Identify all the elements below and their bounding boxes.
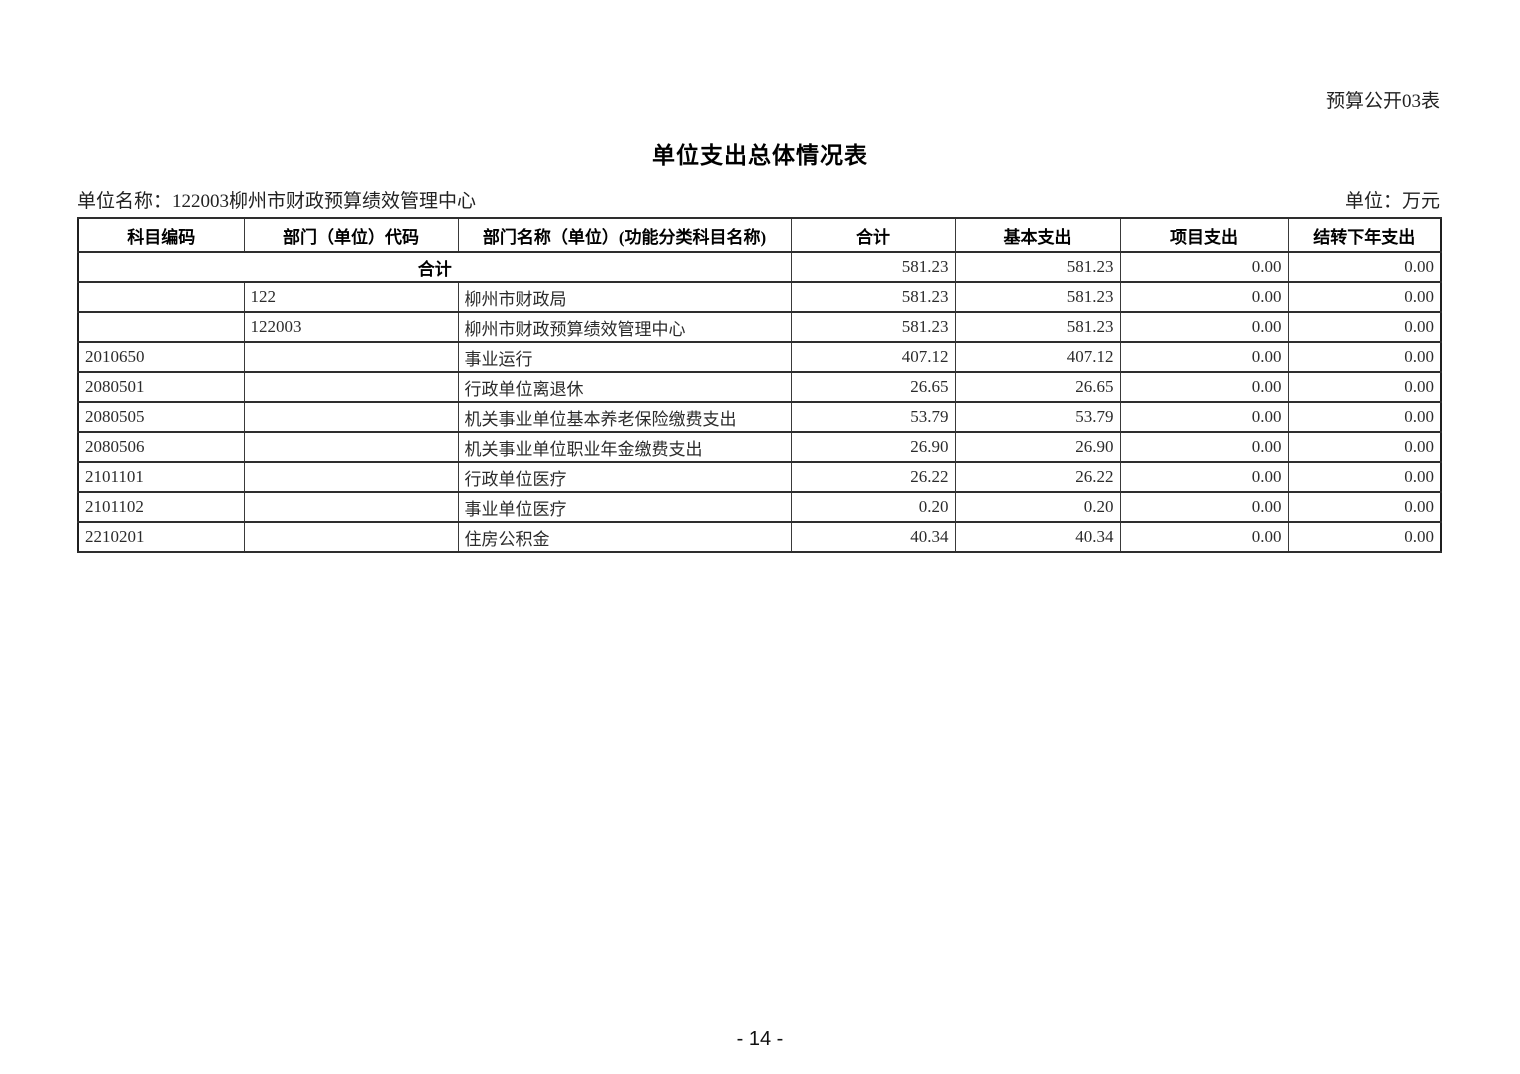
unit-name-label: 单位名称：122003柳州市财政预算绩效管理中心 bbox=[77, 191, 477, 212]
unit-of-measure-label: 单位：万元 bbox=[1344, 191, 1440, 212]
cell-carryover-expenditure: 0.00 bbox=[1287, 341, 1442, 373]
cell-basic-expenditure: 407.12 bbox=[954, 341, 1121, 373]
table-row: 122003 柳州市财政预算绩效管理中心 581.23 581.23 0.00 0.00 bbox=[77, 311, 1442, 343]
table-row-total: 合计 581.23 581.23 0.00 0.00 bbox=[77, 251, 1442, 283]
table-row: 122 柳州市财政局 581.23 581.23 0.00 0.00 bbox=[77, 281, 1442, 313]
meta-row: 单位名称：122003柳州市财政预算绩效管理中心 单位：万元 bbox=[77, 186, 1440, 213]
cell-subject-code: 2080501 bbox=[77, 371, 245, 403]
cell-dept-name: 事业单位医疗 bbox=[457, 491, 792, 523]
cell-subject-code: 2080505 bbox=[77, 401, 245, 433]
cell-carryover-expenditure: 0.00 bbox=[1287, 311, 1442, 343]
cell-carryover-expenditure: 0.00 bbox=[1287, 461, 1442, 493]
cell-total-label: 合计 bbox=[77, 251, 792, 283]
cell-project-expenditure: 0.00 bbox=[1119, 311, 1289, 343]
table-row: 2010650 事业运行 407.12 407.12 0.00 0.00 bbox=[77, 341, 1442, 373]
col-header-dept-code: 部门（单位）代码 bbox=[243, 217, 459, 253]
cell-basic-expenditure: 581.23 bbox=[954, 281, 1121, 313]
cell-dept-code bbox=[243, 491, 459, 523]
cell-basic-expenditure: 40.34 bbox=[954, 521, 1121, 553]
cell-subject-code: 2101102 bbox=[77, 491, 245, 523]
cell-carryover-expenditure: 0.00 bbox=[1287, 431, 1442, 463]
cell-project-expenditure: 0.00 bbox=[1119, 461, 1289, 493]
table-row: 2080501 行政单位离退休 26.65 26.65 0.00 0.00 bbox=[77, 371, 1442, 403]
cell-basic-expenditure: 26.90 bbox=[954, 431, 1121, 463]
cell-total: 26.90 bbox=[790, 431, 956, 463]
cell-project-expenditure: 0.00 bbox=[1119, 401, 1289, 433]
cell-dept-code bbox=[243, 371, 459, 403]
cell-carryover-expenditure: 0.00 bbox=[1287, 521, 1442, 553]
cell-carryover-expenditure: 0.00 bbox=[1287, 401, 1442, 433]
table-row: 2101101 行政单位医疗 26.22 26.22 0.00 0.00 bbox=[77, 461, 1442, 493]
cell-basic-expenditure: 26.65 bbox=[954, 371, 1121, 403]
cell-dept-name: 事业运行 bbox=[457, 341, 792, 373]
col-header-subject-code: 科目编码 bbox=[77, 217, 245, 253]
cell-dept-name: 机关事业单位职业年金缴费支出 bbox=[457, 431, 792, 463]
cell-dept-code: 122 bbox=[243, 281, 459, 313]
expenditure-table: 科目编码 部门（单位）代码 部门名称（单位）(功能分类科目名称) 合计 基本支出… bbox=[77, 217, 1442, 553]
page-number: - 14 - bbox=[736, 1028, 784, 1050]
table-body: 合计 581.23 581.23 0.00 0.00 122 柳州市财政局 581.23 581… bbox=[77, 251, 1442, 553]
cell-subject-code: 2010650 bbox=[77, 341, 245, 373]
cell-total: 581.23 bbox=[790, 281, 956, 313]
cell-carryover-expenditure: 0.00 bbox=[1287, 281, 1442, 313]
table-row: 2080505 机关事业单位基本养老保险缴费支出 53.79 53.79 0.00 0.0… bbox=[77, 401, 1442, 433]
cell-subject-code bbox=[77, 311, 245, 343]
cell-dept-name: 住房公积金 bbox=[457, 521, 792, 553]
cell-subject-code: 2080506 bbox=[77, 431, 245, 463]
cell-total: 581.23 bbox=[790, 311, 956, 343]
cell-project-expenditure: 0.00 bbox=[1119, 341, 1289, 373]
cell-dept-name: 机关事业单位基本养老保险缴费支出 bbox=[457, 401, 792, 433]
cell-dept-code bbox=[243, 431, 459, 463]
cell-dept-name: 行政单位医疗 bbox=[457, 461, 792, 493]
cell-subject-code: 2101101 bbox=[77, 461, 245, 493]
cell-subject-code: 2210201 bbox=[77, 521, 245, 553]
cell-total: 26.22 bbox=[790, 461, 956, 493]
cell-carryover-expenditure: 0.00 bbox=[1287, 491, 1442, 523]
cell-dept-name: 行政单位离退休 bbox=[457, 371, 792, 403]
cell-subject-code bbox=[77, 281, 245, 313]
cell-dept-name: 柳州市财政预算绩效管理中心 bbox=[457, 311, 792, 343]
cell-carryover-expenditure: 0.00 bbox=[1287, 251, 1442, 283]
cell-total: 581.23 bbox=[790, 251, 956, 283]
col-header-total: 合计 bbox=[790, 217, 956, 253]
cell-dept-code bbox=[243, 521, 459, 553]
table-header-row: 科目编码 部门（单位）代码 部门名称（单位）(功能分类科目名称) 合计 基本支出… bbox=[77, 217, 1442, 253]
page-title: 单位支出总体情况表 bbox=[652, 143, 868, 168]
cell-basic-expenditure: 581.23 bbox=[954, 251, 1121, 283]
col-header-carryover-expenditure: 结转下年支出 bbox=[1287, 217, 1442, 253]
cell-total: 53.79 bbox=[790, 401, 956, 433]
cell-total: 0.20 bbox=[790, 491, 956, 523]
form-corner-label: 预算公开03表 bbox=[1325, 91, 1440, 112]
col-header-dept-name: 部门名称（单位）(功能分类科目名称) bbox=[457, 217, 792, 253]
col-header-project-expenditure: 项目支出 bbox=[1119, 217, 1289, 253]
cell-dept-code bbox=[243, 461, 459, 493]
cell-total: 40.34 bbox=[790, 521, 956, 553]
table-row: 2101102 事业单位医疗 0.20 0.20 0.00 0.00 bbox=[77, 491, 1442, 523]
cell-dept-name: 柳州市财政局 bbox=[457, 281, 792, 313]
cell-basic-expenditure: 581.23 bbox=[954, 311, 1121, 343]
cell-dept-code bbox=[243, 341, 459, 373]
cell-dept-code: 122003 bbox=[243, 311, 459, 343]
cell-total: 407.12 bbox=[790, 341, 956, 373]
cell-project-expenditure: 0.00 bbox=[1119, 281, 1289, 313]
cell-carryover-expenditure: 0.00 bbox=[1287, 371, 1442, 403]
cell-project-expenditure: 0.00 bbox=[1119, 521, 1289, 553]
cell-total: 26.65 bbox=[790, 371, 956, 403]
cell-dept-code bbox=[243, 401, 459, 433]
col-header-basic-expenditure: 基本支出 bbox=[954, 217, 1121, 253]
table-row: 2210201 住房公积金 40.34 40.34 0.00 0.00 bbox=[77, 521, 1442, 553]
cell-basic-expenditure: 53.79 bbox=[954, 401, 1121, 433]
table-row: 2080506 机关事业单位职业年金缴费支出 26.90 26.90 0.00 0.00 bbox=[77, 431, 1442, 463]
cell-basic-expenditure: 0.20 bbox=[954, 491, 1121, 523]
cell-basic-expenditure: 26.22 bbox=[954, 461, 1121, 493]
cell-project-expenditure: 0.00 bbox=[1119, 251, 1289, 283]
cell-project-expenditure: 0.00 bbox=[1119, 491, 1289, 523]
cell-project-expenditure: 0.00 bbox=[1119, 431, 1289, 463]
cell-project-expenditure: 0.00 bbox=[1119, 371, 1289, 403]
